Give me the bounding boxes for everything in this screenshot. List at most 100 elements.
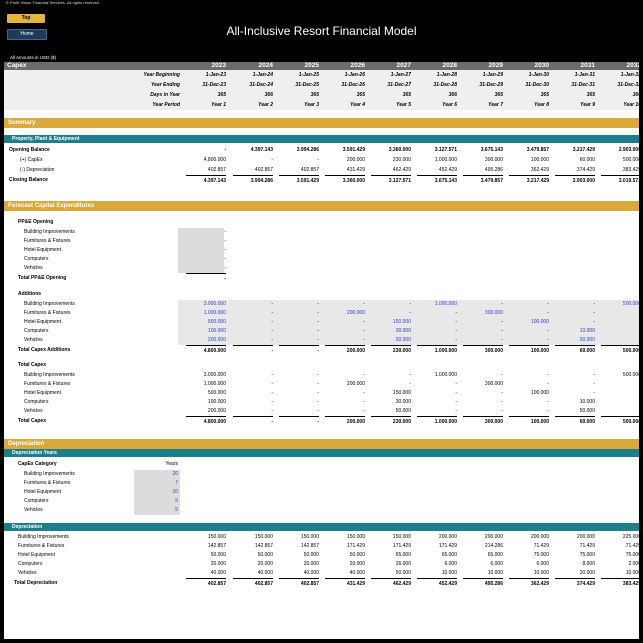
value-cell: 500.000: [622, 372, 639, 378]
value-cell: -: [601, 407, 639, 416]
value-cell: -: [317, 399, 319, 405]
value-cell: 3.000.000: [203, 372, 226, 378]
value-cell: -: [547, 328, 549, 334]
row-label: Total Capex: [18, 418, 46, 424]
value-cell: -: [317, 408, 319, 414]
value-cell: 500.000: [622, 157, 639, 163]
value-cell: 200.000: [346, 157, 365, 163]
value-cell: 10.000: [625, 570, 639, 576]
row-label: Computers: [24, 498, 49, 504]
timeline-label: Days in Year: [150, 92, 180, 98]
value-cell: 20.000: [579, 570, 595, 576]
value-cell: 71.429: [625, 543, 639, 549]
value-cell: 50.000: [395, 408, 411, 414]
value-cell: 100.000: [509, 345, 549, 356]
value-cell: -: [409, 372, 411, 378]
row-label: PP&E Opening: [18, 219, 54, 225]
value-cell: -: [317, 390, 319, 396]
depreciation-row: Furnitures & Fixtures 142.857 142.857 142.8…: [4, 542, 639, 551]
top-button[interactable]: Top: [7, 14, 45, 23]
value-cell: 362.429: [530, 167, 549, 173]
value-cell: 150.000: [392, 534, 411, 540]
value-cell: -: [186, 273, 226, 284]
value-cell: 374.429: [576, 167, 595, 173]
value-cell: -: [233, 416, 273, 427]
value-cell: 100.000: [207, 399, 226, 405]
value-cell: 1.000.000: [203, 381, 226, 387]
value-cell: -: [317, 372, 319, 378]
row-label: Depreciation: [12, 524, 43, 530]
summary-section: Summary: [4, 118, 639, 128]
value-cell: 26.000: [395, 561, 411, 567]
value-cell: -: [271, 399, 273, 405]
value-cell: 230.000: [392, 157, 411, 163]
value-cell: -: [593, 301, 595, 307]
value-cell: 3.479.857: [463, 175, 503, 186]
timeline-cell: 31-Dec-28: [433, 82, 457, 88]
years-value: 20: [172, 471, 178, 477]
value-cell: -: [601, 398, 639, 407]
row-label: Total Capex: [18, 362, 46, 368]
years-header: Years: [165, 461, 178, 467]
value-cell: -: [271, 381, 273, 387]
summary-row: Closing Balance 4.397.143 3.994.286 3.591.4…: [4, 175, 639, 185]
depreciation-row: Hotel Equipment 50.000 50.000 50.000 50.000 6…: [4, 551, 639, 560]
value-cell: 2023: [211, 62, 226, 69]
value-cell: 75.000: [579, 552, 595, 558]
timeline-cell: 1-Jan-27: [390, 72, 411, 78]
amounts-note: All Amounts in USD ($): [10, 55, 57, 60]
value-cell: 402.857: [233, 578, 273, 589]
value-cell: -: [363, 372, 365, 378]
total-capex-row: Building Improvements 3.000.000 - - - - 1.000.…: [4, 371, 639, 380]
value-cell: 500.000: [601, 416, 639, 427]
value-cell: 150.000: [392, 390, 411, 396]
value-cell: -: [363, 399, 365, 405]
timeline-cell: 1-Jan-28: [436, 72, 457, 78]
value-cell: -: [363, 301, 365, 307]
value-cell: -: [501, 301, 503, 307]
value-cell: -: [501, 408, 503, 414]
value-cell: 10.000: [487, 570, 503, 576]
value-cell: -: [455, 310, 457, 316]
value-cell: -: [593, 390, 595, 396]
value-cell: -: [409, 381, 411, 387]
row-label: Furnitures & Fixtures: [24, 238, 71, 244]
value-cell: 10.000: [441, 570, 457, 576]
row-label: Hotel Equipment: [24, 319, 61, 325]
timeline-cell: 1-Jan-25: [298, 72, 319, 78]
value-cell: -: [501, 390, 503, 396]
value-cell: 150.000: [300, 534, 319, 540]
timeline-cell: 1-Jan-23: [205, 72, 226, 78]
value-cell: -: [593, 319, 595, 325]
value-cell: -: [601, 318, 639, 327]
value-cell: -: [455, 337, 457, 343]
value-cell: 1.000.000: [417, 416, 457, 427]
timeline-cell: 1-Jan-24: [252, 72, 273, 78]
page-title: All-Inclusive Resort Financial Model: [226, 24, 417, 38]
home-button[interactable]: Home: [7, 29, 47, 40]
value-cell: 20.000: [257, 561, 273, 567]
value-cell: 75.000: [625, 552, 639, 558]
timeline-cell: 31-Dec-27: [387, 82, 411, 88]
row-label: Furnitures & Fixtures: [24, 480, 71, 486]
input-shade: [178, 300, 639, 345]
value-cell: 3.479.857: [526, 147, 549, 153]
timeline-cell: 31-Dec-24: [249, 82, 273, 88]
value-cell: -: [455, 399, 457, 405]
value-cell: 40.000: [349, 570, 365, 576]
value-cell: 65.000: [487, 552, 503, 558]
additions-title: Additions: [4, 290, 639, 299]
total-capex-row: Hotel Equipment 500.000- - -150.000- -100.00…: [4, 389, 639, 398]
row-label: Additions: [18, 291, 42, 297]
row-label: Furnitures & Fixtures: [18, 543, 65, 549]
timeline-row: Year Beginning 1-Jan-23 1-Jan-24 1-Jan-25 1-…: [4, 70, 639, 80]
value-cell: 40.000: [257, 570, 273, 576]
value-cell: 20.000: [349, 561, 365, 567]
value-cell: 3.360.000: [388, 147, 411, 153]
value-cell: 2030: [534, 62, 549, 69]
value-cell: -: [547, 399, 549, 405]
value-cell: 2.000: [628, 561, 639, 567]
value-cell: 300.000: [463, 345, 503, 356]
value-cell: 200.000: [530, 534, 549, 540]
